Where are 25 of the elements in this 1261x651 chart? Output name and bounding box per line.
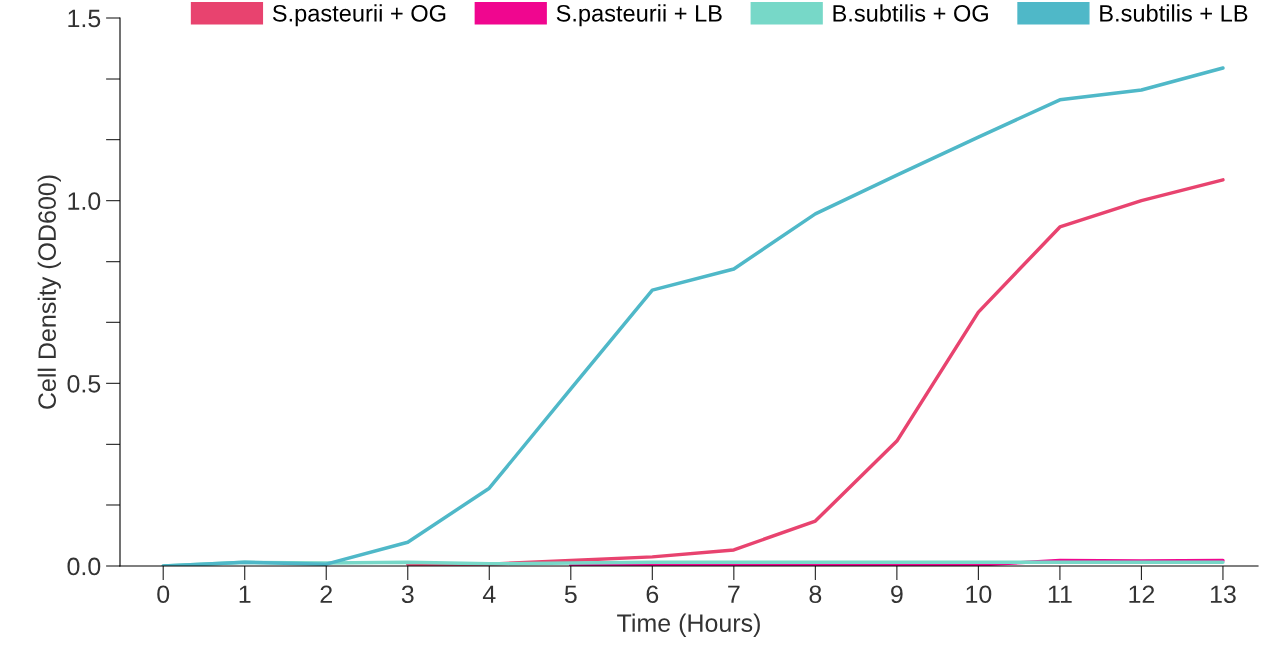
x-tick-label: 4 xyxy=(482,585,496,603)
y-tick-label: 1.0 xyxy=(68,192,101,210)
x-axis-title: Time (Hours) xyxy=(617,613,760,637)
y-axis-title: Cell Density (OD600) xyxy=(37,175,61,409)
x-tick-label: 10 xyxy=(966,585,992,604)
x-tick-label: 7 xyxy=(728,585,740,603)
x-tick-label: 12 xyxy=(1129,585,1155,603)
legend-label: B.subtilis + LB xyxy=(1100,4,1248,22)
y-tick-label: 0.5 xyxy=(67,374,101,393)
x-tick-label: 9 xyxy=(891,585,903,604)
x-tick-label: 6 xyxy=(646,585,659,604)
x-tick-label: 3 xyxy=(401,585,414,604)
x-tick-label: 8 xyxy=(809,585,822,604)
legend-label: S.pasteurii + LB xyxy=(556,4,722,27)
legend-label: S.pasteurii + OG xyxy=(272,4,446,27)
x-tick-label: 2 xyxy=(320,585,332,603)
legend-label: B.subtilis + OG xyxy=(833,4,988,22)
x-tick-label: 13 xyxy=(1210,585,1236,604)
y-tick-label: 1.5 xyxy=(68,9,101,28)
x-tick-label: 1 xyxy=(239,585,251,603)
y-tick-label: 0.0 xyxy=(67,557,101,576)
x-tick-label: 5 xyxy=(564,585,577,604)
x-tick-label: 0 xyxy=(157,585,170,604)
x-tick-label: 11 xyxy=(1048,585,1072,603)
line-series xyxy=(161,66,1225,566)
